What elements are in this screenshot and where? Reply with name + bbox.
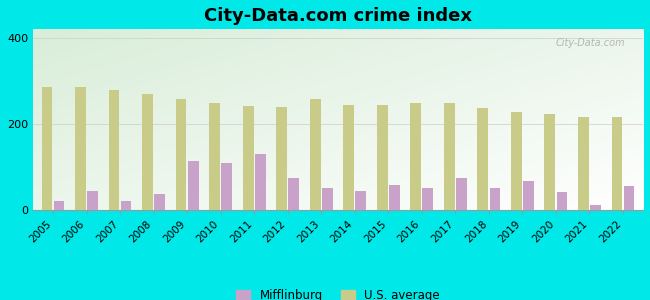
Bar [54,201,64,210]
Bar [289,178,299,210]
Text: City-Data.com: City-Data.com [555,38,625,48]
Bar [121,201,131,210]
Bar [511,112,522,210]
Legend: Mifflinburg, U.S. average: Mifflinburg, U.S. average [231,285,445,300]
Bar [590,205,601,210]
Bar [310,99,320,210]
Bar [176,99,187,210]
Title: City-Data.com crime index: City-Data.com crime index [204,7,472,25]
Bar [478,108,488,210]
Bar [377,105,387,210]
Bar [255,154,266,210]
Bar [188,160,198,210]
Bar [623,186,634,210]
Bar [322,188,333,210]
Bar [276,107,287,210]
Bar [343,105,354,210]
Bar [75,87,86,210]
Bar [556,192,567,210]
Bar [456,178,467,210]
Bar [410,103,421,210]
Bar [356,190,366,210]
Bar [545,115,555,210]
Bar [243,106,254,210]
Bar [444,103,454,210]
Bar [109,90,120,210]
Bar [209,103,220,210]
Bar [42,87,53,210]
Bar [222,163,232,210]
Bar [422,188,433,210]
Bar [389,185,400,210]
Bar [578,118,589,210]
Bar [489,188,500,210]
Bar [154,194,165,210]
Bar [142,94,153,210]
Bar [87,190,98,210]
Bar [612,118,622,210]
Bar [523,181,534,210]
